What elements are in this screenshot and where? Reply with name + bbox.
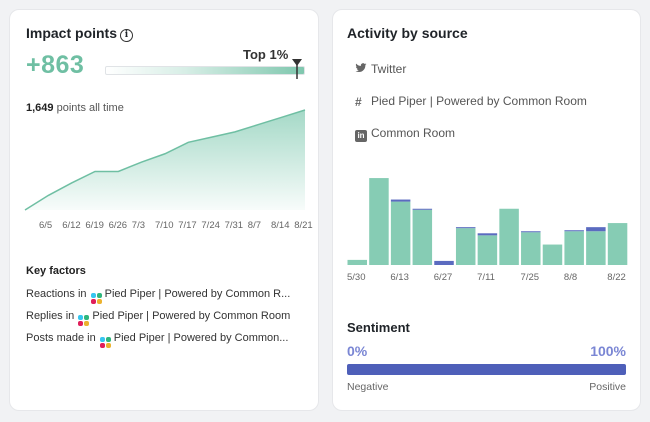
activity-bar — [564, 231, 584, 265]
impact-area — [25, 110, 305, 210]
slack-logo-icon — [90, 293, 102, 304]
percentile-label: Top 1% — [243, 47, 289, 62]
activity-x-label: 8/8 — [563, 272, 578, 283]
activity-x-label: 7/25 — [520, 272, 540, 283]
impact-score: +863 — [26, 51, 85, 79]
impact-x-label: 6/5 — [39, 220, 53, 231]
activity-bar — [607, 223, 628, 265]
source-linkedin[interactable]: in Common Room — [355, 126, 455, 142]
key-factor-label: Posts made in — [26, 332, 96, 344]
slack-logo-icon — [78, 315, 90, 326]
impact-x-label: 7/3 — [131, 220, 146, 231]
activity-title: Activity by source — [347, 25, 468, 41]
linkedin-icon: in — [355, 130, 367, 142]
impact-x-label: 6/26 — [108, 220, 128, 231]
key-factor-source: Pied Piper | Powered by Common R... — [104, 288, 291, 300]
key-factor-source: Pied Piper | Powered by Common Room — [92, 310, 291, 322]
sentiment-title: Sentiment — [347, 320, 410, 335]
key-factors-title: Key factors — [26, 265, 86, 277]
activity-x-label: 6/13 — [390, 272, 409, 283]
source-twitter-label: Twitter — [371, 62, 407, 76]
activity-bar — [347, 259, 367, 265]
activity-bar — [412, 209, 433, 265]
key-factor-source: Pied Piper | Powered by Common... — [113, 332, 289, 344]
activity-bar — [390, 201, 411, 265]
activity-bar-secondary — [412, 208, 433, 210]
sentiment-negative-value: 0% — [347, 343, 368, 359]
impact-line-chart — [24, 109, 306, 211]
activity-bar-secondary — [564, 230, 584, 232]
sentiment-positive-value: 100% — [590, 343, 626, 359]
activity-x-label: 6/27 — [433, 272, 453, 283]
activity-bar — [521, 232, 541, 265]
key-factor-row[interactable]: Posts made in Pied Piper | Powered by Co… — [26, 332, 306, 348]
twitter-icon — [355, 63, 367, 73]
percentile-marker-icon — [292, 59, 302, 79]
activity-bar-secondary — [521, 231, 541, 233]
alltime-suffix: points all time — [53, 102, 124, 114]
activity-x-label: 7/11 — [477, 272, 495, 283]
impact-x-label: 8/7 — [247, 220, 262, 231]
source-linkedin-label: Common Room — [371, 126, 456, 140]
activity-bar — [477, 235, 498, 265]
activity-bar-secondary — [455, 227, 476, 229]
impact-x-label: 8/14 — [271, 220, 290, 231]
impact-line — [24, 109, 306, 211]
impact-x-label: 7/17 — [178, 220, 197, 231]
impact-x-label: 7/31 — [224, 220, 244, 231]
impact-x-label: 6/19 — [85, 220, 104, 231]
source-twitter[interactable]: Twitter — [355, 62, 406, 76]
impact-x-label: 7/10 — [155, 220, 174, 231]
activity-bar-secondary — [434, 260, 454, 265]
percentile-bar — [105, 66, 305, 75]
activity-bar-secondary — [390, 199, 411, 202]
impact-points-title-text: Impact points — [26, 25, 118, 41]
activity-bar — [542, 244, 563, 265]
activity-card: Activity by source Twitter # Pied Piper |… — [332, 9, 641, 411]
key-factor-label: Replies in — [26, 310, 75, 322]
key-factor-row[interactable]: Reactions in Pied Piper | Powered by Com… — [26, 288, 306, 304]
impact-x-label: 8/21 — [294, 220, 313, 231]
slack-hash-icon: # — [355, 95, 362, 109]
key-factor-row[interactable]: Replies in Pied Piper | Powered by Commo… — [26, 310, 306, 326]
alltime-value: 1,649 — [26, 102, 54, 114]
impact-points-card: Impact points i +863 Top 1% 1,649 points … — [9, 9, 319, 411]
sentiment-negative-label: Negative — [347, 381, 389, 393]
alltime-points: 1,649 points all time — [26, 102, 124, 114]
source-slack-label: Pied Piper | Powered by Common Room — [371, 94, 587, 108]
info-icon[interactable]: i — [120, 29, 134, 42]
activity-bar-secondary — [477, 233, 498, 236]
activity-bar — [369, 178, 389, 265]
activity-x-label: 5/30 — [347, 272, 366, 283]
key-factor-label: Reactions in — [26, 288, 87, 300]
impact-x-label: 7/24 — [201, 220, 220, 231]
sentiment-bar — [347, 364, 626, 375]
activity-x-label: 8/22 — [607, 272, 626, 283]
impact-points-title: Impact points i — [26, 25, 134, 42]
impact-x-label: 6/12 — [62, 220, 81, 231]
activity-bar — [586, 231, 606, 265]
activity-bar — [499, 208, 519, 265]
slack-logo-icon — [99, 337, 111, 348]
activity-bar-secondary — [586, 227, 606, 232]
sentiment-positive-label: Positive — [589, 381, 626, 393]
activity-bar-chart — [347, 178, 628, 265]
activity-bar — [455, 228, 476, 265]
source-slack[interactable]: # Pied Piper | Powered by Common Room — [355, 94, 587, 109]
